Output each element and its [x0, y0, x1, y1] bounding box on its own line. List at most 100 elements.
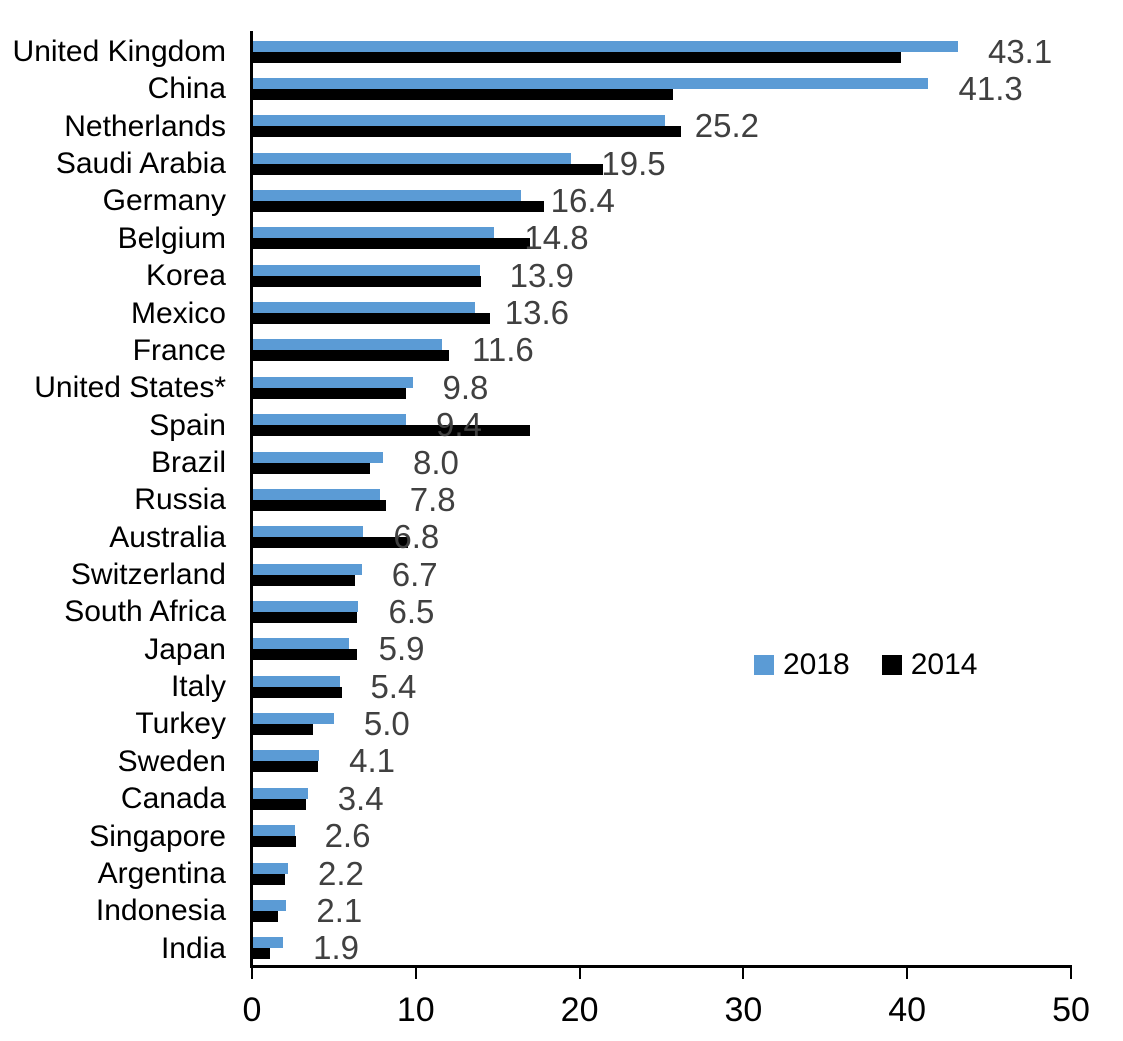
bar-2018 [252, 675, 341, 687]
bar-2018 [252, 600, 359, 612]
data-label: 5.0 [363, 705, 410, 743]
bar-2018 [252, 414, 406, 426]
x-tick-label: 40 [888, 991, 927, 1029]
bar-group: 2.1 [252, 892, 1071, 929]
bar-group: 14.8 [252, 219, 1071, 256]
category-label: Russia [134, 483, 226, 517]
bar-2014 [252, 313, 490, 325]
legend: 2018 2014 [754, 650, 978, 680]
bar-rows: United Kingdom 43.1 China 41.3 Netherlands 25… [0, 33, 1123, 967]
bar-2018 [252, 227, 495, 239]
bar-2018 [252, 339, 442, 351]
bar-2018 [252, 899, 287, 911]
data-label: 4.1 [349, 742, 396, 780]
data-label: 13.9 [509, 256, 574, 294]
bar-2014 [252, 275, 482, 287]
category-label: South Africa [64, 595, 226, 629]
category-label: India [160, 931, 226, 965]
bar-group: 3.4 [252, 780, 1071, 817]
bar-group: 11.6 [252, 331, 1071, 368]
bar-group: 1.9 [252, 929, 1071, 966]
data-label: 1.9 [313, 929, 359, 967]
bar-group: 6.8 [252, 518, 1071, 555]
data-label: 14.8 [524, 219, 589, 257]
data-label: 19.5 [601, 144, 666, 182]
bar-2018 [252, 115, 665, 127]
data-label: 5.9 [378, 630, 425, 668]
bar-row: Germany 16.4 [0, 182, 1123, 219]
x-tick-mark [251, 967, 253, 979]
legend-label-2014: 2014 [910, 648, 978, 681]
legend-item-2014: 2014 [881, 648, 978, 681]
bar-group: 16.4 [252, 182, 1071, 219]
category-label: Canada [120, 782, 226, 816]
bar-2014 [252, 649, 357, 661]
category-label: Switzerland [70, 558, 226, 592]
bar-2014 [252, 163, 603, 175]
category-label: Sweden [117, 744, 226, 778]
data-label: 16.4 [550, 182, 615, 220]
bar-2018 [252, 77, 929, 89]
data-label: 11.6 [472, 331, 534, 369]
bar-row: Saudi Arabia 19.5 [0, 145, 1123, 182]
category-label: United States* [34, 371, 226, 405]
bar-row: Japan 5.9 [0, 630, 1123, 668]
bar-row: Canada 3.4 [0, 780, 1123, 817]
legend-swatch-2018-icon [754, 655, 774, 675]
bar-2014 [252, 126, 682, 138]
bar-row: Belgium 14.8 [0, 219, 1123, 257]
bar-row: India 1.9 [0, 929, 1123, 967]
bar-row: Mexico 13.6 [0, 294, 1123, 332]
bar-group: 6.5 [252, 593, 1071, 630]
x-tick-mark [578, 967, 581, 979]
bar-2014 [252, 611, 357, 623]
bar-group: 5.0 [252, 705, 1071, 742]
category-label: France [132, 333, 226, 367]
data-label: 8.0 [413, 443, 459, 481]
bar-row: Netherlands 25.2 [0, 107, 1123, 145]
x-tick-mark [742, 967, 745, 979]
bar-group: 4.1 [252, 742, 1071, 779]
bar-group: 7.8 [252, 481, 1071, 518]
category-label: Saudi Arabia [55, 147, 226, 181]
bar-group: 13.6 [252, 294, 1071, 331]
data-label: 7.8 [409, 480, 456, 518]
bar-2014 [252, 761, 318, 773]
bar-group: 43.1 [252, 33, 1071, 70]
bar-group: 9.4 [252, 406, 1071, 443]
data-label: 6.8 [393, 518, 440, 556]
category-label: Turkey [135, 707, 226, 741]
bar-row: Spain 9.4 [0, 406, 1123, 444]
data-label: 5.4 [370, 667, 417, 705]
bar-group: 25.2 [252, 107, 1071, 144]
bar-2018 [252, 264, 480, 276]
bar-2014 [252, 537, 408, 549]
bar-2014 [252, 88, 673, 100]
bar-group: 5.4 [252, 668, 1071, 705]
category-label: Argentina [97, 856, 226, 890]
bar-2018 [252, 862, 289, 874]
bar-2018 [252, 451, 384, 463]
bar-2014 [252, 51, 901, 63]
x-axis-tick-labels: 0 10 20 30 40 50 [243, 991, 1090, 1031]
data-label: 2.1 [316, 891, 363, 929]
category-label: Netherlands [64, 109, 226, 143]
category-label: Brazil [150, 445, 226, 479]
bar-2018 [252, 152, 572, 164]
bar-row: Argentina 2.2 [0, 855, 1123, 892]
bar-2018 [252, 638, 349, 650]
category-label: Spain [149, 408, 226, 442]
bar-2014 [252, 873, 285, 885]
data-label: 6.7 [391, 555, 438, 593]
bar-row: Indonesia 2.1 [0, 892, 1123, 929]
x-tick-mark [414, 967, 417, 979]
data-label: 6.5 [388, 592, 435, 630]
bar-row: Sweden 4.1 [0, 742, 1123, 780]
category-label: Singapore [89, 819, 226, 853]
bar-group: 6.7 [252, 556, 1071, 593]
bar-2018 [252, 190, 521, 202]
bar-2014 [252, 350, 449, 362]
data-label: 25.2 [694, 107, 759, 145]
bar-2018 [252, 825, 295, 837]
data-label: 3.4 [337, 779, 384, 817]
